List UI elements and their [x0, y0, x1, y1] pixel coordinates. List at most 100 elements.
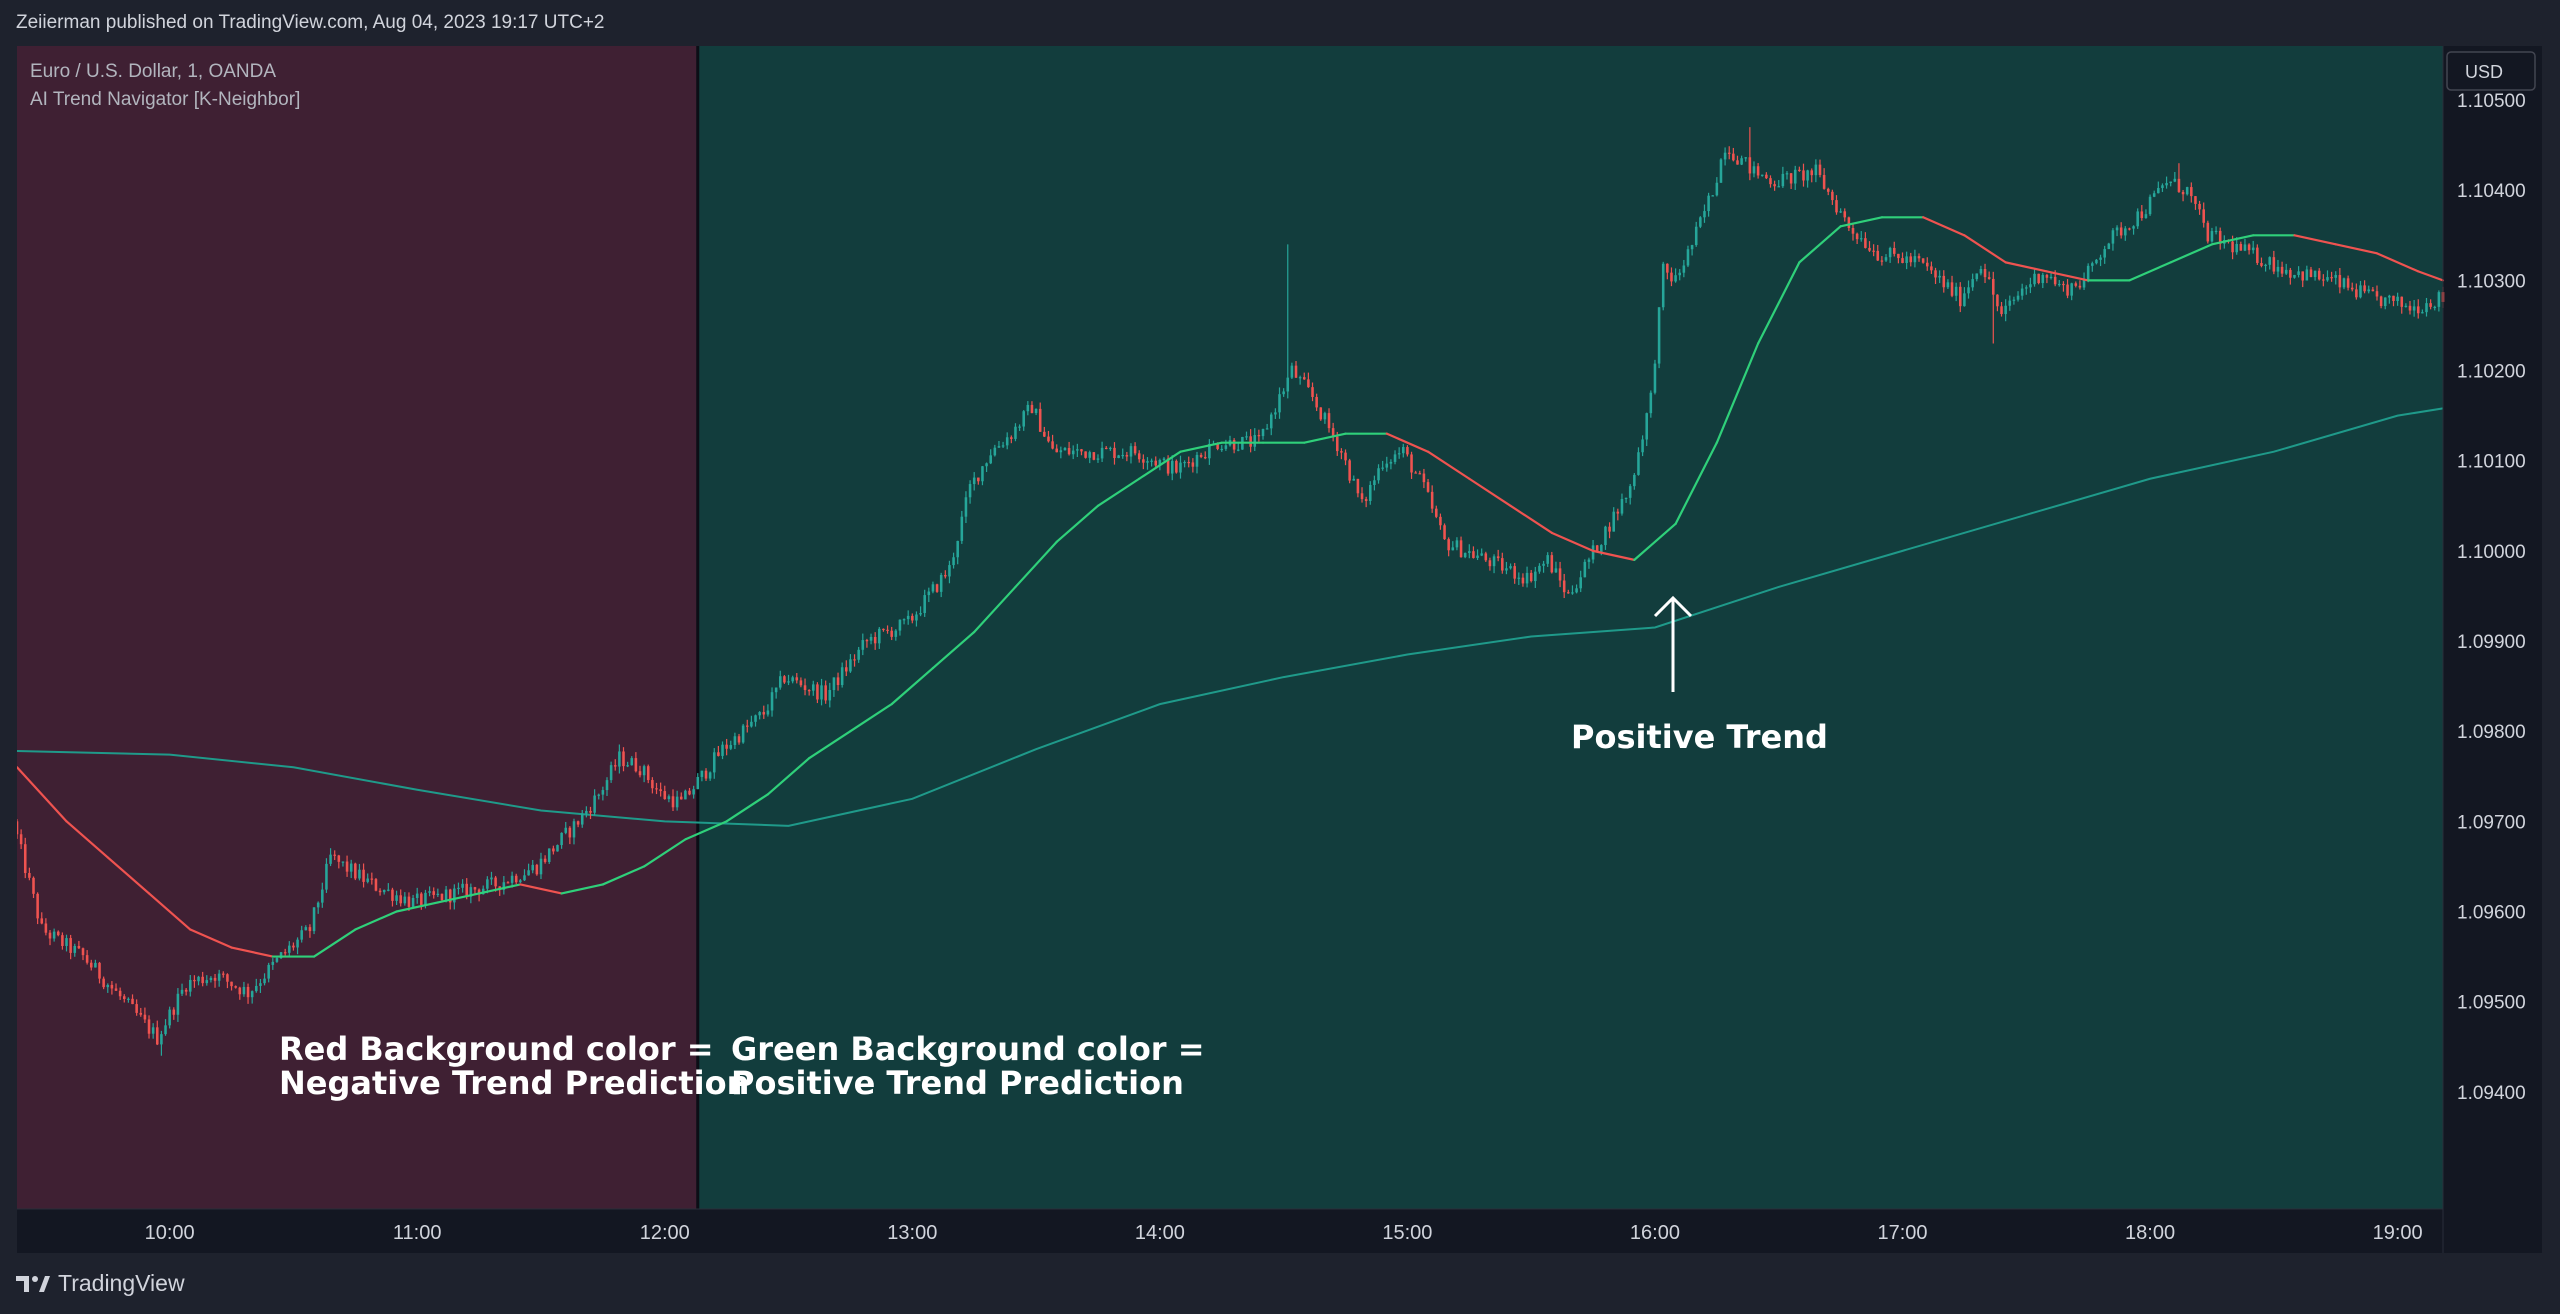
candle — [1901, 252, 1904, 264]
candle — [69, 934, 72, 960]
candle — [2119, 222, 2123, 239]
currency-button[interactable]: USD — [2446, 51, 2536, 91]
candle — [1067, 441, 1071, 456]
candle — [1323, 411, 1327, 424]
candle — [972, 472, 976, 491]
candle — [1307, 372, 1310, 388]
tradingview-brand[interactable]: TradingView — [16, 1270, 185, 1297]
annotation-arrow-icon — [1653, 595, 1693, 692]
candle — [1744, 157, 1748, 162]
legend-indicator[interactable]: AI Trend Navigator [K-Neighbor] — [30, 89, 300, 110]
candle — [692, 785, 695, 799]
candle — [568, 826, 572, 845]
candle — [655, 782, 658, 795]
candle — [1496, 549, 1500, 562]
candle — [477, 888, 481, 902]
candle — [675, 790, 679, 811]
candle — [2210, 227, 2214, 243]
candle — [1170, 455, 1174, 481]
candle — [1917, 253, 1921, 262]
candle — [2177, 163, 2181, 193]
candle — [1670, 267, 1673, 287]
candle — [28, 867, 31, 881]
candle — [745, 719, 749, 733]
candle — [2095, 259, 2098, 265]
candle — [2342, 277, 2346, 290]
candle — [535, 863, 539, 876]
candle — [836, 672, 840, 691]
candle — [1608, 522, 1611, 539]
candle — [828, 682, 832, 708]
candle — [2392, 295, 2395, 307]
time-axis[interactable]: 10:00 11:00 12:00 13:00 14:00 15:00 16:00 17:00… — [145, 1222, 2423, 1244]
candle — [1385, 456, 1389, 472]
knn-ma-segment — [1426, 450, 1471, 480]
candle — [94, 959, 97, 968]
candle — [1352, 475, 1356, 481]
candle — [1364, 496, 1368, 508]
candle — [1707, 192, 1710, 217]
knn-ma-segment — [436, 892, 481, 904]
candle — [469, 883, 473, 904]
candle — [1661, 261, 1665, 311]
candle — [1430, 485, 1434, 513]
candle — [226, 973, 229, 989]
candle — [395, 890, 398, 906]
candle — [1645, 412, 1648, 447]
candle — [1740, 155, 1743, 166]
candle — [1925, 257, 1929, 271]
price-axis[interactable]: 1.10500 1.10400 1.10300 1.10200 1.10100 1.100… — [2457, 91, 2526, 1104]
candle — [36, 892, 39, 925]
candlestick-chart[interactable]: Euro / U.S. Dollar, 1, OANDA AI Trend Na… — [17, 46, 2542, 1253]
candle — [1674, 268, 1677, 283]
knn-ma-segment — [230, 946, 274, 958]
candle — [89, 959, 93, 971]
candle — [597, 793, 601, 800]
candle — [2086, 263, 2090, 283]
currency-label[interactable]: USD — [2465, 62, 2503, 82]
candle — [1179, 455, 1182, 479]
candle — [1703, 204, 1706, 223]
candle — [1468, 544, 1471, 559]
candle — [783, 675, 786, 684]
knn-ma-segment — [2210, 234, 2255, 246]
candle — [2293, 274, 2296, 279]
publish-header: Zeiierman published on TradingView.com, … — [0, 0, 2560, 46]
candle — [1402, 443, 1405, 458]
knn-ma-segment — [560, 883, 604, 895]
candle — [428, 886, 431, 897]
candle — [1760, 174, 1764, 177]
candle — [1546, 552, 1549, 567]
candle — [2074, 281, 2078, 288]
candle — [576, 820, 580, 828]
candle — [1125, 451, 1129, 462]
candle — [1038, 402, 1042, 432]
candle — [217, 969, 221, 987]
candle — [2169, 181, 2172, 187]
candle — [1612, 507, 1615, 532]
candle — [1583, 559, 1587, 578]
candle — [1913, 249, 1917, 268]
candle — [1146, 457, 1149, 470]
candle — [2016, 291, 2020, 302]
candle — [176, 988, 180, 1022]
candle — [799, 677, 803, 688]
candle — [1377, 464, 1380, 484]
candle — [1426, 478, 1430, 493]
candle — [1678, 269, 1681, 281]
candle — [1538, 563, 1541, 574]
chart-frame[interactable]: Euro / U.S. Dollar, 1, OANDA AI Trend Na… — [17, 46, 2542, 1253]
candle — [873, 632, 877, 650]
candle — [2396, 292, 2399, 306]
legend-symbol[interactable]: Euro / U.S. Dollar, 1, OANDA — [30, 61, 276, 82]
candle — [2136, 208, 2139, 229]
price-tick-label: 1.09800 — [2457, 722, 2526, 743]
candle — [2268, 256, 2271, 270]
knn-ma-segment — [1385, 432, 1430, 453]
candle — [1488, 557, 1492, 571]
knn-ma-segment — [890, 666, 935, 706]
candle — [44, 918, 48, 936]
candle — [1406, 445, 1409, 457]
candle — [415, 887, 419, 904]
candle — [531, 859, 535, 874]
